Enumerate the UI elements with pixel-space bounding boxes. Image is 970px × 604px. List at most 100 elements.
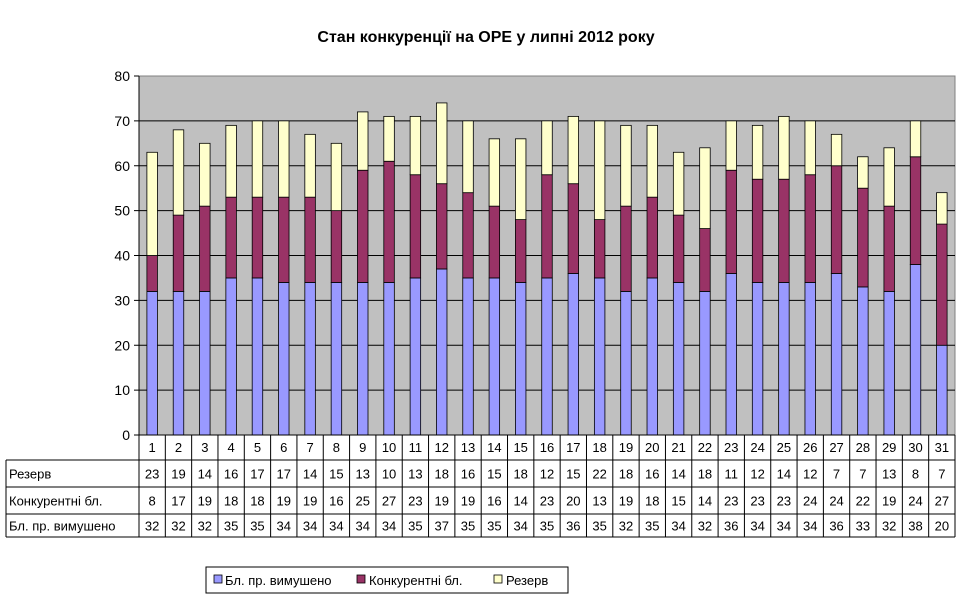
data-label: 14 (698, 494, 712, 509)
x-tick-label: 17 (566, 440, 580, 455)
bar-segment (515, 282, 527, 436)
y-tick-label: 50 (114, 203, 130, 219)
x-tick-label: 15 (513, 440, 527, 455)
data-label: 24 (803, 494, 817, 509)
bar-segment (909, 264, 922, 436)
data-label: 7 (859, 467, 866, 482)
legend-box (205, 566, 569, 594)
data-label: 16 (329, 494, 343, 509)
data-label: 32 (145, 519, 159, 534)
data-label: 13 (356, 467, 370, 482)
data-label: 13 (408, 467, 422, 482)
data-label: 25 (356, 494, 370, 509)
data-label: 14 (303, 467, 317, 482)
data-label: 32 (171, 519, 185, 534)
bar-segment (883, 290, 895, 436)
legend-label: Конкурентні бл. (369, 573, 463, 588)
data-label: 36 (724, 519, 738, 534)
data-label: 19 (277, 494, 291, 509)
legend: Бл. пр. вимушено Конкурентні бл. Резерв (205, 566, 569, 594)
bar-segment (725, 169, 737, 274)
data-label: 23 (145, 467, 159, 482)
data-label: 38 (908, 519, 922, 534)
data-label: 35 (540, 519, 554, 534)
data-label: 19 (303, 494, 317, 509)
data-label: 37 (434, 519, 448, 534)
data-label: 16 (487, 494, 501, 509)
bar-segment (672, 214, 685, 283)
bar-segment (462, 277, 474, 436)
data-label: 12 (750, 467, 764, 482)
bar-segment (357, 282, 369, 436)
data-label: 17 (277, 467, 291, 482)
data-label: 27 (935, 494, 949, 509)
x-tick-label: 9 (359, 440, 366, 455)
data-label: 20 (566, 494, 580, 509)
data-label: 19 (198, 494, 212, 509)
data-label: 33 (856, 519, 870, 534)
y-tick-label: 30 (114, 292, 130, 308)
data-label: 34 (277, 519, 291, 534)
data-label: 19 (619, 494, 633, 509)
bar-segment (936, 344, 948, 436)
bar-segment (436, 183, 448, 270)
bar-segment (488, 205, 501, 279)
bar-segment (620, 205, 632, 292)
legend-label: Бл. пр. вимушено (225, 573, 332, 588)
data-label: 34 (513, 519, 527, 534)
data-label: 10 (382, 467, 396, 482)
data-label: 34 (777, 519, 791, 534)
data-label: 34 (382, 519, 396, 534)
x-tick-label: 11 (409, 440, 423, 455)
bar-segment (330, 282, 343, 436)
data-label: 19 (461, 494, 475, 509)
x-tick-label: 26 (803, 440, 817, 455)
x-tick-label: 29 (882, 440, 896, 455)
bar-segment (778, 178, 790, 283)
x-tick-label: 3 (201, 440, 208, 455)
bar-segment (672, 151, 685, 216)
bar-segment (751, 178, 764, 283)
data-label: 35 (645, 519, 659, 534)
data-label: 35 (250, 519, 264, 534)
data-label: 16 (461, 467, 475, 482)
x-tick-label: 18 (592, 440, 606, 455)
data-label: 36 (566, 519, 580, 534)
bar-segment (593, 277, 606, 436)
x-tick-label: 22 (698, 440, 712, 455)
data-label: 16 (224, 467, 238, 482)
x-tick-label: 8 (333, 440, 340, 455)
data-label: 35 (487, 519, 501, 534)
data-label: 34 (671, 519, 685, 534)
bar-segment (462, 192, 474, 279)
bar-segment (225, 124, 237, 198)
x-tick-label: 30 (908, 440, 922, 455)
data-label: 23 (408, 494, 422, 509)
bar-segment (146, 151, 158, 256)
data-label: 34 (329, 519, 343, 534)
data-label: 8 (149, 494, 156, 509)
bar-segment (567, 273, 579, 436)
bar-segment (199, 142, 211, 207)
table-row-label: Бл. пр. вимушено (9, 519, 116, 534)
data-label: 20 (935, 519, 949, 534)
data-label: 32 (198, 519, 212, 534)
bar-segment (567, 115, 579, 185)
bar-segment (199, 205, 211, 292)
bar-segment (751, 282, 764, 436)
bar-segment (515, 219, 527, 283)
bar-segment (357, 169, 369, 283)
data-label: 34 (750, 519, 764, 534)
data-label: 19 (171, 467, 185, 482)
bar-segment (251, 196, 264, 279)
data-label: 32 (882, 519, 896, 534)
bar-segment (199, 290, 211, 436)
legend-swatch (213, 574, 223, 584)
bar-segment (541, 120, 553, 176)
bar-segment (804, 282, 816, 436)
bar-segment (541, 174, 553, 279)
x-tick-label: 1 (149, 440, 156, 455)
data-label: 16 (645, 467, 659, 482)
bar-segment (699, 147, 711, 229)
